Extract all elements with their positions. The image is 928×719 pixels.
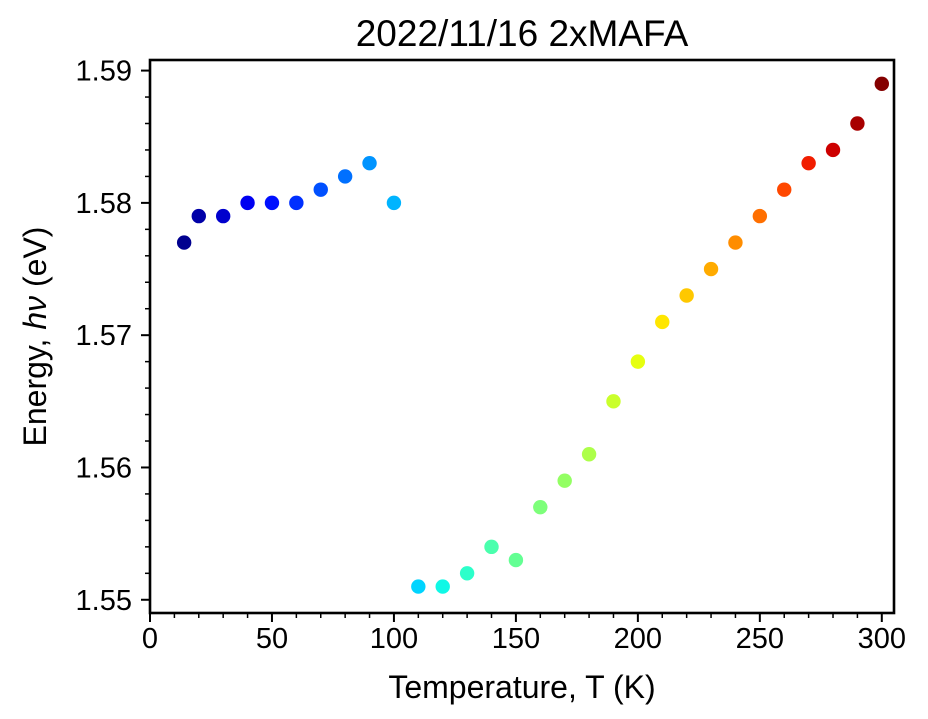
data-point [630,354,646,369]
data-point [679,288,694,303]
data-point [215,208,231,224]
data-point [435,579,450,594]
data-point [533,499,548,515]
data-point [850,116,865,131]
minor-ticks [145,96,859,618]
data-point [337,169,353,184]
data-point [484,539,499,555]
data-point [703,261,719,277]
x-tick-label: 150 [492,623,540,655]
data-point [874,76,890,92]
y-axis-label: Energy, hν (eV) [17,227,53,447]
data-point [362,155,377,171]
y-tick-label: 1.58 [76,188,132,220]
data-point [240,195,255,211]
x-tick-labels: 0 50 100 150 200 250 300 [142,623,906,655]
data-point [386,195,402,211]
y-axis-label-suffix: (eV) [17,227,53,296]
data-point [508,552,524,568]
x-tick-label: 100 [370,623,418,655]
x-tick-label: 250 [736,623,784,655]
x-axis-label: Temperature, T (K) [388,669,655,705]
data-point [557,473,572,488]
data-point [459,566,475,581]
data-point [191,208,206,224]
y-tick-label: 1.56 [76,452,132,484]
data-point [289,195,304,211]
y-tick-label: 1.57 [76,320,132,352]
data-point [581,447,597,462]
data-point [606,394,621,409]
y-tick-labels: 1.55 1.56 1.57 1.58 1.59 [76,56,132,617]
data-point [313,182,328,197]
major-ticks [141,69,883,622]
data-point [801,155,816,171]
data-point [264,195,280,211]
data-point [176,235,192,250]
data-point [411,579,426,594]
data-point [752,208,768,224]
data-point [825,142,841,158]
x-tick-label: 200 [614,623,662,655]
y-axis-label-prefix: Energy, [17,330,53,447]
x-tick-label: 300 [858,623,906,655]
data-points [176,76,890,594]
y-tick-label: 1.55 [76,585,132,617]
y-tick-label: 1.59 [76,56,132,88]
plot-frame [148,58,896,615]
x-tick-label: 50 [256,623,288,655]
data-point [728,235,743,250]
x-tick-label: 0 [142,623,158,655]
data-point [777,182,792,197]
data-point [655,314,670,330]
chart-title: 2022/11/16 2xMAFA [356,13,689,54]
y-axis-label-symbol: hν [17,296,53,330]
